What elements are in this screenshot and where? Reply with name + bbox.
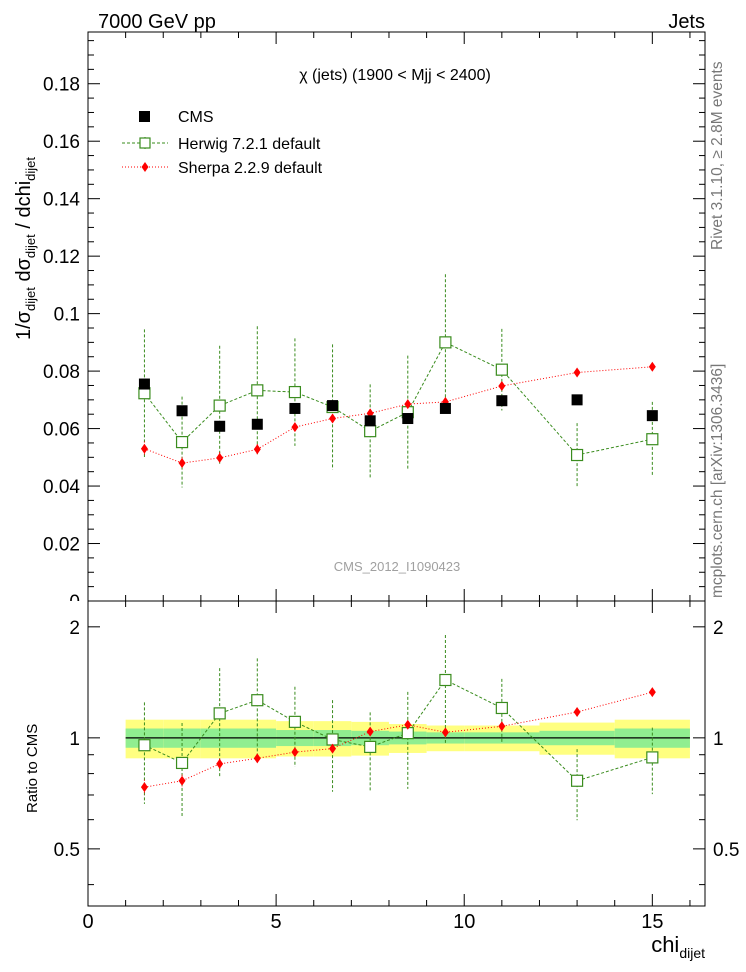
legend-cms-marker <box>139 111 150 122</box>
upper-cms-point <box>364 415 376 427</box>
legend-sherpa-label: Sherpa 2.2.9 default <box>178 160 323 177</box>
ratio-y-tick-label-left: 2 <box>69 618 80 639</box>
upper-y-tick-label: 0 <box>69 592 80 613</box>
upper-y-tick-label: 0.12 <box>43 247 80 268</box>
x-tick-label: 5 <box>271 911 282 933</box>
ratio-y-tick-label-right: 1 <box>713 729 724 750</box>
upper-y-tick-label: 0.08 <box>43 362 80 383</box>
upper-sherpa-point <box>404 399 412 410</box>
ratio-herwig-point <box>138 739 151 752</box>
upper-y-tick-label: 0.04 <box>43 477 80 498</box>
upper-herwig-point <box>495 363 508 376</box>
analysis-watermark: CMS_2012_I1090423 <box>334 559 461 574</box>
upper-sherpa-point <box>573 367 581 378</box>
upper-y-tick-label: 0.16 <box>43 132 80 153</box>
upper-y-tick-label: 0.06 <box>43 420 80 441</box>
ratio-herwig-point <box>570 774 584 787</box>
upper-herwig-point <box>213 399 226 412</box>
upper-sherpa-point <box>216 452 224 463</box>
x-tick-label: 0 <box>82 911 93 933</box>
x-axis-title: chidijet <box>651 932 705 961</box>
x-tick-label: 15 <box>641 911 663 933</box>
upper-sherpa-point <box>648 361 656 372</box>
upper-cms-point <box>289 402 301 414</box>
upper-sherpa-point <box>140 443 148 454</box>
upper-herwig-point <box>251 384 264 397</box>
upper-cms-point <box>402 413 414 425</box>
ratio-sherpa-point <box>216 758 224 769</box>
x-tick-label: 10 <box>453 911 475 933</box>
ratio-herwig-point <box>646 751 659 764</box>
upper-sherpa-point <box>291 422 299 433</box>
ratio-sherpa-line <box>144 691 653 788</box>
upper-cms-point <box>176 405 188 417</box>
energy-label: 7000 GeV pp <box>98 11 216 33</box>
ratio-herwig-point <box>364 740 377 754</box>
upper-y-tick-label: 0.02 <box>43 535 80 556</box>
legend-sherpa-marker <box>141 162 149 172</box>
upper-y-tick-label: 0.1 <box>54 305 80 326</box>
ratio-herwig-point <box>251 694 264 707</box>
upper-herwig-point <box>439 336 452 349</box>
legend-herwig-label: Herwig 7.2.1 default <box>178 136 321 153</box>
upper-cms-point <box>251 418 263 430</box>
ratio-y-tick-label-left: 0.5 <box>54 840 80 861</box>
ratio-herwig-point <box>439 673 452 687</box>
upper-cms-point <box>214 420 226 432</box>
ratio-y-tick-label-left: 1 <box>69 729 80 750</box>
upper-y-zero-wrap: 0 <box>69 592 80 613</box>
upper-y-axis-title: 1/σdijet dσdijet / dchidijet <box>13 157 38 340</box>
ratio-sherpa-point <box>404 719 412 730</box>
ratio-herwig-point <box>326 733 339 746</box>
ratio-sherpa-point <box>648 687 656 698</box>
legend-cms-label: CMS <box>178 109 214 126</box>
mcplots-label: mcplots.cern.ch [arXiv:1306.3436] <box>709 364 726 598</box>
upper-cms-point <box>138 378 150 390</box>
upper-herwig-point <box>175 435 189 449</box>
upper-cms-point <box>571 394 583 406</box>
ratio-sherpa-point <box>140 782 148 793</box>
ratio-sherpa-point <box>573 707 581 718</box>
upper-cms-point <box>439 402 451 414</box>
upper-y-tick-label: 0.14 <box>43 190 80 211</box>
upper-y-tick-label: 0.18 <box>43 75 80 96</box>
upper-sherpa-line <box>144 366 653 464</box>
upper-herwig-point <box>364 425 377 438</box>
legend-herwig-marker <box>139 137 151 149</box>
ratio-herwig-line <box>144 679 653 782</box>
upper-herwig-point <box>646 433 659 446</box>
upper-panel: 0.02 0.04 0.06 0.08 0.1 0.12 0.14 0.16 0.18 0 <box>43 31 706 613</box>
ratio-sherpa-point <box>178 775 186 786</box>
ratio-sherpa-point <box>253 753 261 764</box>
plot-title: χ (jets) (1900 < Mjj < 2400) <box>299 67 491 84</box>
process-label: Jets <box>668 11 705 33</box>
ratio-herwig-point <box>175 756 189 770</box>
ratio-sherpa-point <box>329 743 337 754</box>
upper-sherpa-point <box>253 444 261 455</box>
ratio-sherpa-point <box>498 721 506 732</box>
ratio-y-tick-label-right: 2 <box>713 618 724 639</box>
upper-herwig-point <box>570 448 584 462</box>
ratio-herwig-point <box>495 701 508 715</box>
rivet-label: Rivet 3.1.10, ≥ 2.8M events <box>709 61 726 250</box>
upper-cms-point <box>646 410 658 422</box>
legend: CMS Herwig 7.2.1 default Sherpa 2.2.9 de… <box>122 109 323 177</box>
ratio-panel: 0 5 10 15 0.5 0.5 1 1 2 2 <box>54 600 739 933</box>
ratio-sherpa-point <box>441 727 449 738</box>
ratio-y-tick-label-right: 0.5 <box>713 840 739 861</box>
ratio-sherpa-point <box>291 747 299 758</box>
ratio-y-axis-title: Ratio to CMS <box>24 724 41 813</box>
upper-sherpa-point <box>178 458 186 469</box>
ratio-sherpa-point <box>366 726 374 737</box>
ratio-herwig-point <box>213 707 226 720</box>
upper-herwig-point <box>288 385 302 399</box>
upper-sherpa-point <box>498 381 506 392</box>
upper-cms-point <box>496 395 508 407</box>
upper-cms-point <box>327 400 339 412</box>
ratio-herwig-point <box>288 715 302 728</box>
upper-sherpa-point <box>329 413 337 424</box>
ratio-frame <box>87 600 706 907</box>
